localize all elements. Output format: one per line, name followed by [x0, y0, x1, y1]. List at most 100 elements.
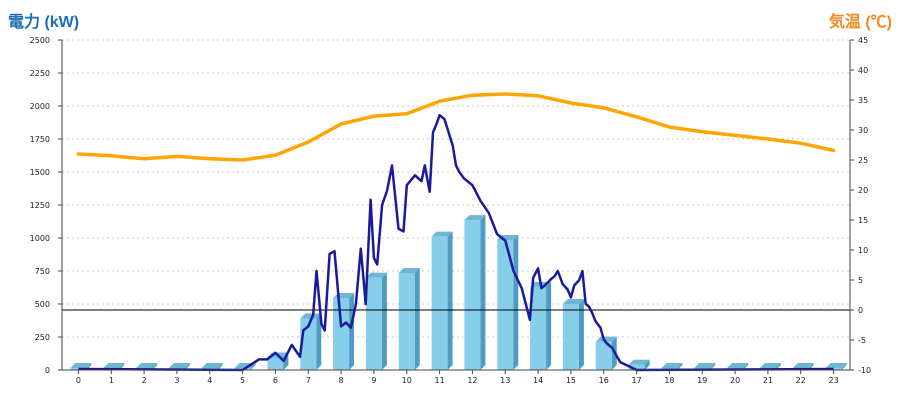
- left-tick-label: 250: [35, 333, 50, 342]
- left-tick-label: 500: [35, 300, 50, 309]
- power-bar-front: [464, 220, 481, 370]
- power-bar-side: [381, 272, 387, 370]
- x-tick-label: 17: [631, 376, 641, 385]
- right-axis-ticks: -10 -5 0 5 10 15 20 25 30 35 40 45: [850, 36, 871, 375]
- power-bar-front: [497, 239, 514, 370]
- power-bar-top: [70, 363, 92, 368]
- x-tick-label: 14: [533, 376, 543, 385]
- x-tick-label: 22: [796, 376, 806, 385]
- temperature-line: [76, 92, 836, 162]
- left-tick-label: 2500: [30, 36, 50, 45]
- x-tick-label: 3: [174, 376, 179, 385]
- x-tick-label: 6: [273, 376, 278, 385]
- x-tick-label: 1: [109, 376, 114, 385]
- x-tick-label: 21: [763, 376, 773, 385]
- right-tick-label: 30: [858, 126, 868, 135]
- left-tick-label: 0: [45, 366, 50, 375]
- power-bar-front: [267, 357, 284, 370]
- left-axis-ticks: 0 250 500 750 1000 1250 1500 1750 2000 2250 2500: [30, 36, 62, 375]
- x-tick-label: 0: [76, 376, 81, 385]
- power-bar-top: [103, 363, 125, 368]
- gridlines: [62, 39, 850, 338]
- left-tick-label: 750: [35, 267, 50, 276]
- power-bar: [365, 272, 387, 370]
- power-bar-side: [349, 293, 355, 370]
- power-bar-front: [595, 341, 612, 370]
- power-bar-top: [201, 363, 223, 368]
- x-tick-label: 20: [730, 376, 740, 385]
- x-axis-ticks: 0 1 2 3 4 5 6 7 8 9 10 11 12 13 14 15 16 17 18 19 20 21 22 23: [76, 370, 839, 385]
- right-tick-label: -10: [858, 366, 871, 375]
- right-axis-title: 気温 (℃): [828, 14, 892, 31]
- power-bar-side: [184, 363, 190, 370]
- power-bar-top: [694, 363, 716, 368]
- power-bar-side: [480, 215, 486, 370]
- x-tick-label: 10: [402, 376, 412, 385]
- x-tick-label: 2: [142, 376, 147, 385]
- x-tick-label: 12: [467, 376, 477, 385]
- left-tick-label: 2000: [30, 102, 50, 111]
- x-tick-label: 13: [500, 376, 510, 385]
- power-bar-front: [333, 298, 350, 370]
- power-bar: [431, 231, 453, 370]
- axes: [61, 40, 851, 371]
- power-bar-top: [365, 272, 387, 278]
- power-bar: [333, 293, 355, 370]
- left-tick-label: 1500: [30, 168, 50, 177]
- x-tick-label: 15: [566, 376, 576, 385]
- series-lines: [76, 92, 836, 372]
- left-tick-label: 1750: [30, 135, 50, 144]
- right-tick-label: 5: [858, 276, 863, 285]
- right-tick-label: 45: [858, 36, 868, 45]
- left-tick-label: 2250: [30, 69, 50, 78]
- power-bar-front: [562, 304, 579, 370]
- power-bar-side: [546, 281, 552, 370]
- power-bar-top: [562, 299, 584, 304]
- power-bar-front: [530, 286, 547, 370]
- right-tick-label: 35: [858, 96, 868, 105]
- power-bar-top: [595, 336, 617, 342]
- left-axis-title: 電力 (kW): [8, 14, 80, 31]
- power-bar-front: [628, 364, 645, 370]
- power-bar-side: [710, 363, 716, 370]
- x-tick-label: 4: [207, 376, 212, 385]
- power-bar-top: [759, 363, 781, 368]
- right-tick-label: 0: [858, 306, 863, 315]
- power-bar: [628, 359, 650, 370]
- power-bar: [530, 281, 552, 370]
- power-bar-side: [250, 363, 256, 370]
- left-tick-label: 1250: [30, 201, 50, 210]
- x-tick-label: 8: [339, 376, 344, 385]
- power-bar-side: [217, 363, 223, 370]
- power-bar-top: [825, 363, 847, 368]
- power-bar-top: [727, 363, 749, 368]
- power-bar-side: [578, 299, 584, 370]
- x-tick-label: 7: [306, 376, 311, 385]
- power-bars: [70, 215, 847, 370]
- x-tick-label: 23: [828, 376, 838, 385]
- power-line: [78, 113, 834, 372]
- x-tick-label: 11: [434, 376, 444, 385]
- power-bar: [398, 267, 420, 370]
- right-tick-label: 40: [858, 66, 868, 75]
- power-bar-top: [792, 363, 814, 368]
- right-tick-label: 15: [858, 216, 868, 225]
- power-bar-side: [677, 363, 683, 370]
- power-bar-front: [365, 277, 382, 370]
- power-bar-top: [464, 215, 486, 221]
- right-tick-label: 25: [858, 156, 868, 165]
- power-bar-top: [136, 363, 158, 368]
- power-bar-side: [414, 267, 420, 370]
- x-tick-label: 9: [371, 376, 376, 385]
- power-bar-front: [431, 236, 448, 370]
- x-tick-label: 16: [599, 376, 609, 385]
- x-tick-label: 5: [240, 376, 245, 385]
- power-bar-side: [447, 231, 453, 370]
- power-bar-top: [300, 313, 322, 319]
- power-bar: [464, 215, 486, 370]
- power-bar-side: [513, 234, 519, 370]
- power-bar: [562, 299, 584, 370]
- right-tick-label: 20: [858, 186, 868, 195]
- power-bar-front: [398, 272, 415, 370]
